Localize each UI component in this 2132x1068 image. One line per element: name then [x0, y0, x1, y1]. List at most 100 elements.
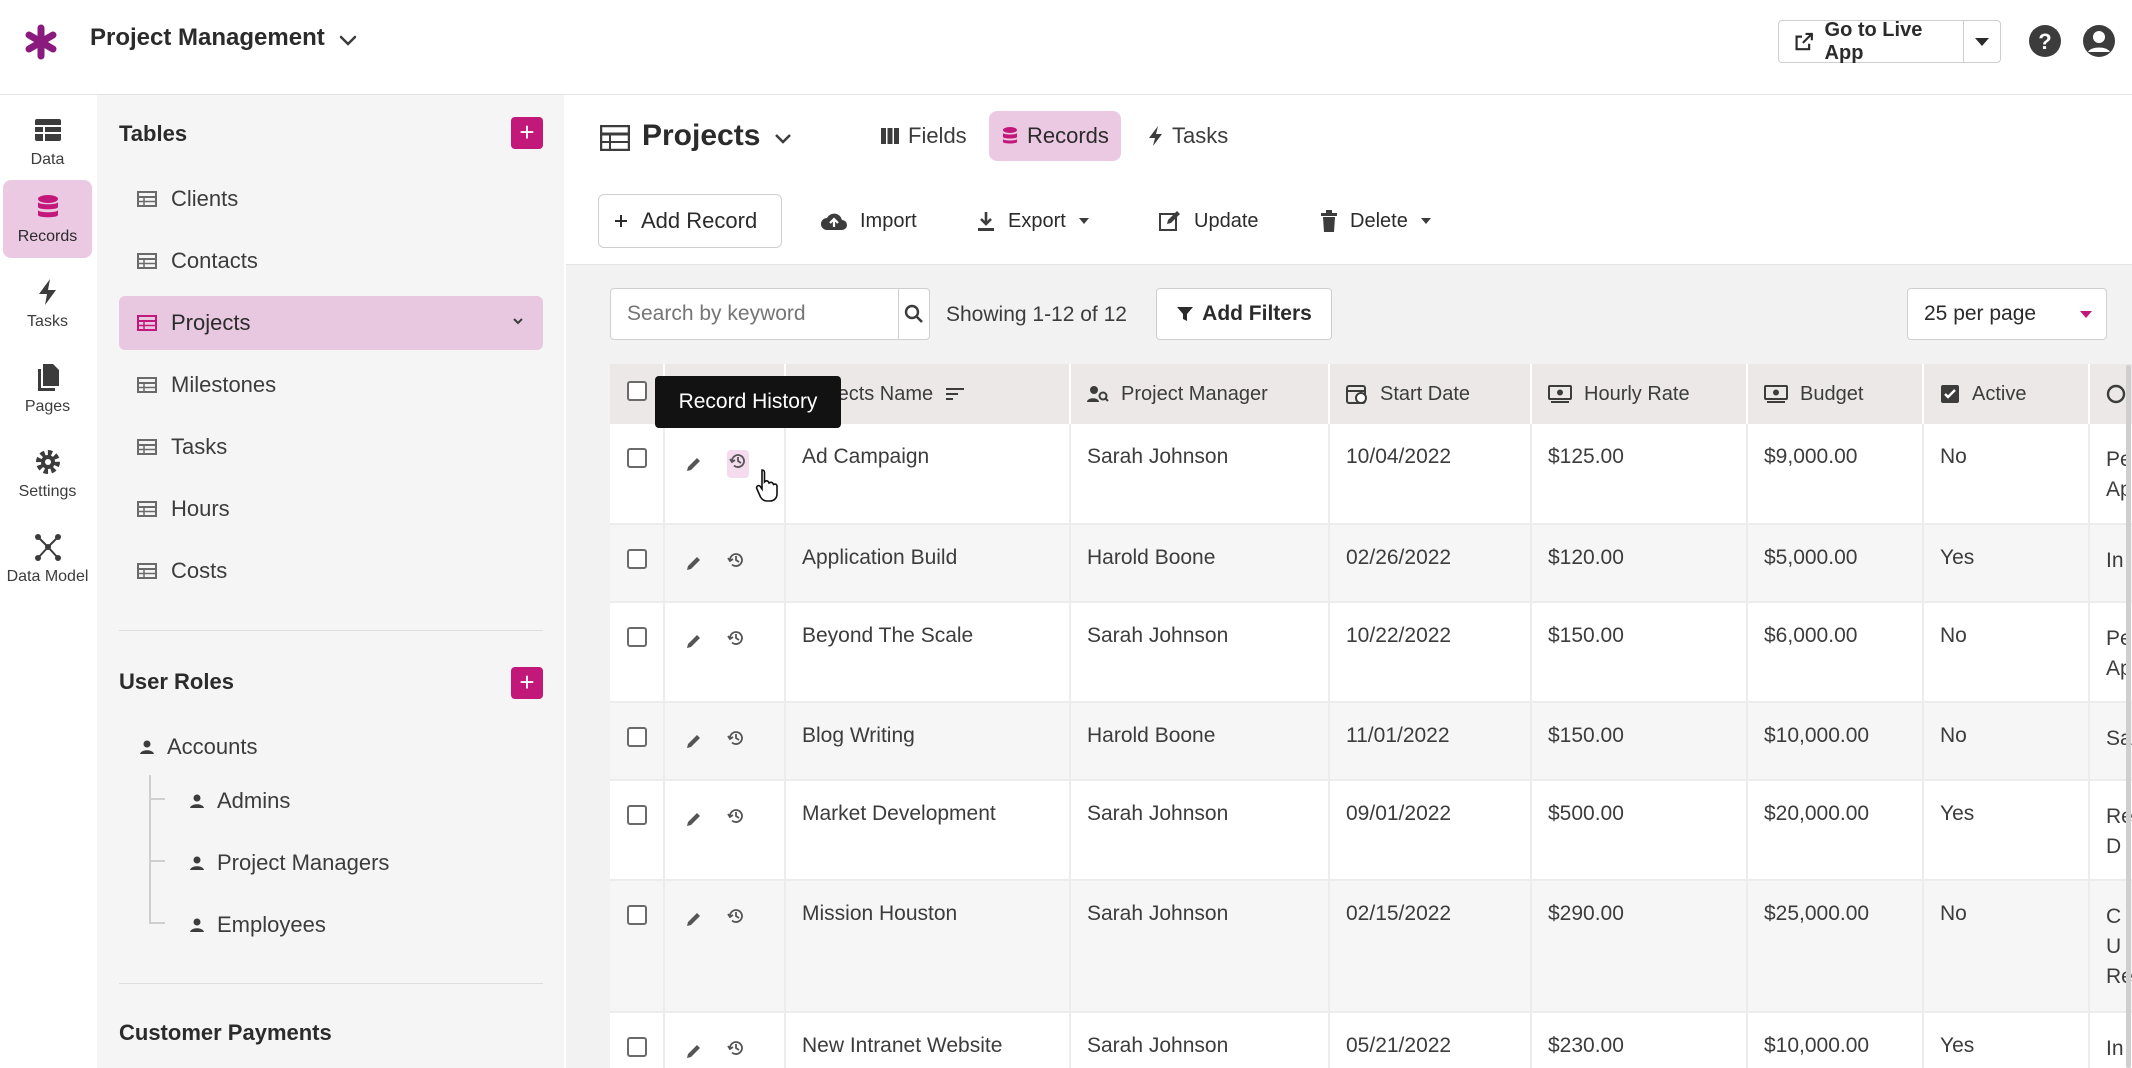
role-accounts[interactable]: Accounts — [139, 734, 258, 760]
table-row[interactable]: New Intranet Website Sarah Johnson 05/21/2… — [610, 1012, 2132, 1068]
rail-item-records[interactable]: Records — [3, 180, 92, 258]
role-project-managers[interactable]: Project Managers — [189, 850, 389, 876]
cell-hourly-rate[interactable]: $150.00 — [1531, 702, 1748, 781]
cell-start-date[interactable]: 09/01/2022 — [1329, 780, 1532, 881]
table-row[interactable]: Mission Houston Sarah Johnson 02/15/2022 $2… — [610, 880, 2132, 1013]
row-checkbox[interactable] — [626, 905, 647, 925]
search-button[interactable] — [898, 289, 929, 339]
cell-extra[interactable]: Re D — [2089, 780, 2132, 881]
cell-start-date[interactable]: 05/21/2022 — [1329, 1012, 1532, 1068]
record-history-button[interactable] — [727, 907, 745, 931]
cell-budget[interactable]: $10,000.00 — [1747, 702, 1924, 781]
row-checkbox[interactable] — [626, 805, 647, 825]
update-button[interactable]: Update — [1158, 194, 1259, 248]
go-to-live-app-button[interactable]: Go to Live App — [1778, 19, 2001, 64]
add-record-button[interactable]: Add Record — [598, 194, 782, 248]
edit-icon[interactable] — [685, 910, 703, 928]
cell-project-manager[interactable]: Sarah Johnson — [1070, 424, 1330, 525]
tab-records[interactable]: Records — [989, 111, 1121, 161]
row-checkbox[interactable] — [626, 1037, 647, 1057]
cell-hourly-rate[interactable]: $125.00 — [1531, 424, 1748, 525]
logo-icon[interactable] — [24, 22, 58, 62]
edit-icon[interactable] — [685, 632, 703, 650]
cell-project-name[interactable]: Mission Houston — [785, 880, 1071, 1013]
table-row[interactable]: Application Build Harold Boone 02/26/2022 $… — [610, 524, 2132, 603]
cell-active[interactable]: Yes — [1923, 524, 2090, 603]
role-employees[interactable]: Employees — [189, 912, 326, 938]
cell-extra[interactable]: In — [2089, 524, 2132, 603]
edit-icon[interactable] — [685, 455, 703, 473]
edit-icon[interactable] — [685, 732, 703, 750]
cell-start-date[interactable]: 10/22/2022 — [1329, 602, 1532, 703]
per-page-select[interactable]: 25 per page — [1907, 288, 2107, 340]
add-filters-button[interactable]: Add Filters — [1156, 288, 1332, 340]
cell-active[interactable]: No — [1923, 702, 2090, 781]
sidebar-item-tasks[interactable]: Tasks — [119, 420, 543, 474]
edit-icon[interactable] — [685, 1042, 703, 1060]
app-title[interactable]: Project Management — [90, 24, 325, 51]
cell-active[interactable]: Yes — [1923, 780, 2090, 881]
cell-project-name[interactable]: Ad Campaign — [785, 424, 1071, 525]
edit-icon[interactable] — [685, 810, 703, 828]
sidebar-item-costs[interactable]: Costs — [119, 544, 543, 598]
cell-extra[interactable]: Pe Ap — [2089, 602, 2132, 703]
table-row[interactable]: Market Development Sarah Johnson 09/01/202… — [610, 780, 2132, 881]
search-input[interactable] — [611, 289, 898, 339]
export-button[interactable]: Export — [976, 194, 1090, 248]
rail-item-data[interactable]: Data — [3, 103, 92, 181]
cell-extra[interactable]: In — [2089, 1012, 2132, 1068]
cell-hourly-rate[interactable]: $500.00 — [1531, 780, 1748, 881]
cell-project-name[interactable]: New Intranet Website — [785, 1012, 1071, 1068]
select-all-checkbox[interactable] — [626, 381, 647, 401]
sidebar-item-clients[interactable]: Clients — [119, 172, 543, 226]
row-checkbox[interactable] — [626, 549, 647, 569]
edit-icon[interactable] — [685, 554, 703, 572]
sidebar-item-hours[interactable]: Hours — [119, 482, 543, 536]
add-user-role-button[interactable]: + — [511, 667, 543, 699]
cell-active[interactable]: Yes — [1923, 1012, 2090, 1068]
record-history-button[interactable] — [727, 729, 745, 753]
live-app-main[interactable]: Go to Live App — [1779, 19, 1964, 64]
cell-project-manager[interactable]: Harold Boone — [1070, 524, 1330, 603]
cell-start-date[interactable]: 11/01/2022 — [1329, 702, 1532, 781]
role-admins[interactable]: Admins — [189, 788, 290, 814]
table-row[interactable]: Blog Writing Harold Boone 11/01/2022 $150.0… — [610, 702, 2132, 781]
column-header-hourly-rate[interactable]: Hourly Rate — [1531, 364, 1748, 424]
live-app-dropdown[interactable] — [1964, 21, 2000, 62]
cell-project-manager[interactable]: Sarah Johnson — [1070, 1012, 1330, 1068]
row-checkbox[interactable] — [626, 448, 647, 468]
record-history-button[interactable] — [727, 807, 745, 831]
help-icon[interactable]: ? — [2028, 24, 2062, 58]
cell-extra[interactable]: Pe Ap — [2089, 424, 2132, 525]
cell-start-date[interactable]: 02/15/2022 — [1329, 880, 1532, 1013]
cell-project-name[interactable]: Market Development — [785, 780, 1071, 881]
cell-budget[interactable]: $20,000.00 — [1747, 780, 1924, 881]
rail-item-data-model[interactable]: Data Model — [3, 520, 92, 598]
cell-project-name[interactable]: Application Build — [785, 524, 1071, 603]
table-row[interactable]: Ad Campaign Sarah Johnson 10/04/2022 $125.0… — [610, 424, 2132, 525]
rail-item-tasks[interactable]: Tasks — [3, 265, 92, 343]
record-history-button[interactable] — [727, 450, 749, 478]
record-history-button[interactable] — [727, 551, 745, 575]
cell-active[interactable]: No — [1923, 880, 2090, 1013]
sidebar-item-projects[interactable]: Projects — [119, 296, 543, 350]
cell-project-name[interactable]: Beyond The Scale — [785, 602, 1071, 703]
user-account-icon[interactable] — [2082, 24, 2116, 58]
sidebar-item-contacts[interactable]: Contacts — [119, 234, 543, 288]
cell-budget[interactable]: $25,000.00 — [1747, 880, 1924, 1013]
column-header-project-manager[interactable]: Project Manager — [1070, 364, 1330, 424]
cell-hourly-rate[interactable]: $290.00 — [1531, 880, 1748, 1013]
cell-project-manager[interactable]: Sarah Johnson — [1070, 602, 1330, 703]
rail-item-settings[interactable]: Settings — [3, 435, 92, 513]
cell-budget[interactable]: $9,000.00 — [1747, 424, 1924, 525]
cell-project-manager[interactable]: Sarah Johnson — [1070, 780, 1330, 881]
chevron-down-icon[interactable] — [772, 127, 794, 149]
cell-start-date[interactable]: 02/26/2022 — [1329, 524, 1532, 603]
cell-project-manager[interactable]: Harold Boone — [1070, 702, 1330, 781]
table-row[interactable]: Beyond The Scale Sarah Johnson 10/22/2022 $… — [610, 602, 2132, 703]
column-header-start-date[interactable]: Start Date — [1329, 364, 1532, 424]
cell-active[interactable]: No — [1923, 602, 2090, 703]
chevron-down-icon[interactable] — [336, 28, 360, 52]
tab-tasks[interactable]: Tasks — [1136, 111, 1240, 161]
row-checkbox[interactable] — [626, 727, 647, 747]
